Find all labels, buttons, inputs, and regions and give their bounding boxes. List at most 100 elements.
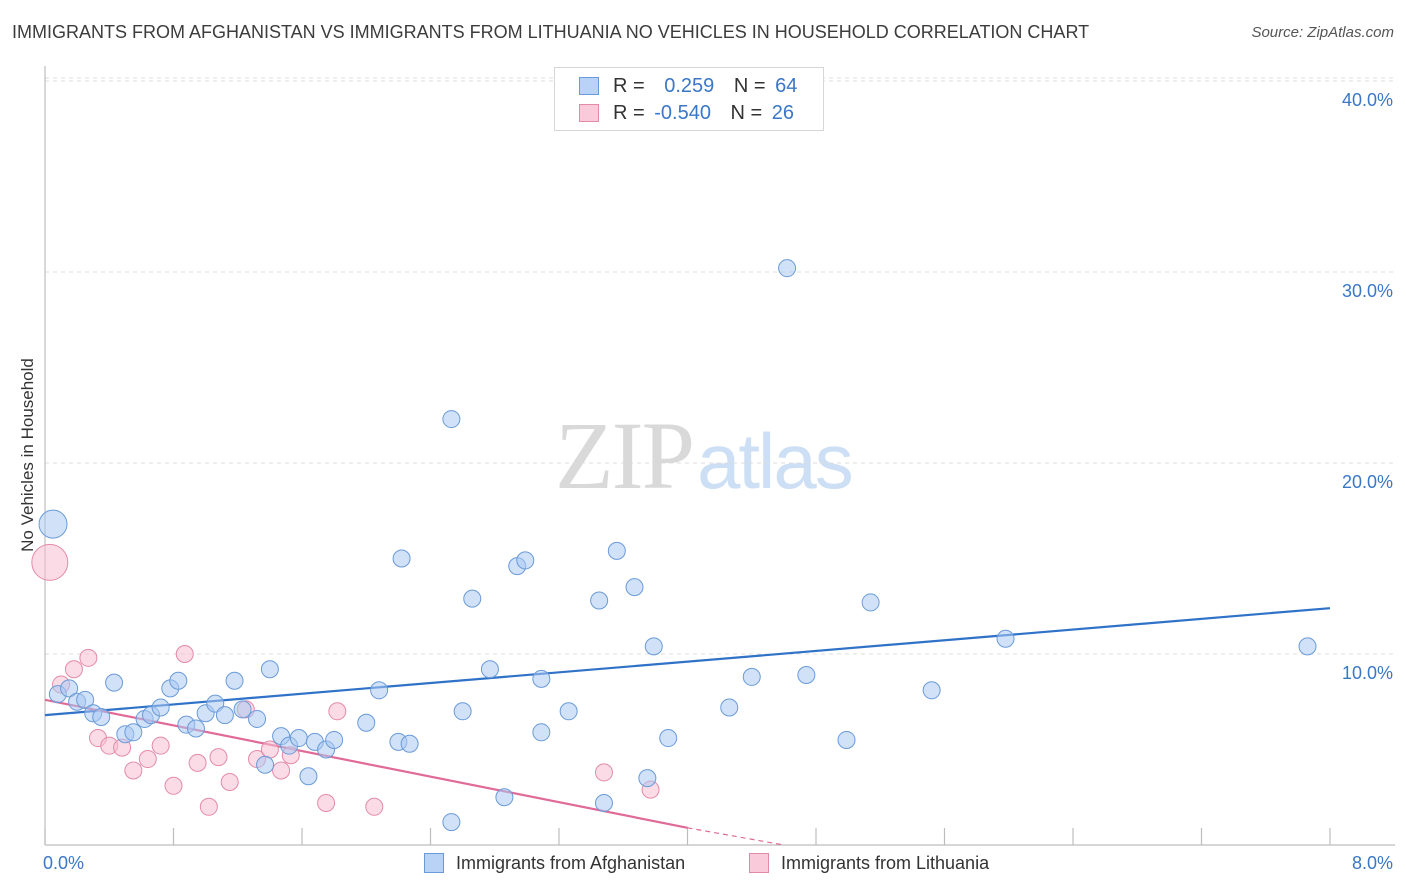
afghanistan-point [256, 755, 275, 774]
afghanistan-point [638, 769, 657, 788]
afghanistan-trend-line [44, 607, 1331, 717]
afghanistan-point [151, 698, 170, 717]
afghanistan-point [357, 713, 376, 732]
lithuania-point [64, 660, 83, 679]
lithuania-point [317, 793, 336, 812]
afghanistan-point [463, 589, 482, 608]
lithuania-point [260, 740, 279, 759]
afghanistan-point [590, 591, 609, 610]
n-value: 64 [775, 75, 798, 97]
grid-lines [45, 77, 1395, 655]
r-label: R = [613, 75, 645, 97]
afghanistan-point [922, 681, 941, 700]
lithuania-point [151, 736, 170, 755]
r-label: R = [613, 102, 645, 124]
afghanistan-point [996, 629, 1015, 648]
legend-label: Immigrants from Afghanistan [456, 853, 686, 873]
lithuania-point [272, 761, 291, 780]
n-label: N = [733, 75, 766, 97]
lithuania-point [138, 750, 157, 769]
afghanistan-point [594, 793, 613, 812]
lithuania-point [31, 543, 69, 581]
afghanistan-point [400, 734, 419, 753]
trend-lines [44, 607, 1331, 846]
afghanistan-point [837, 730, 856, 749]
x-tick-label: 0.0% [43, 853, 84, 873]
afghanistan-point [453, 702, 472, 721]
watermark: ZIPatlas [555, 400, 854, 511]
watermark-atlas: atlas [697, 417, 854, 505]
afghanistan-point [233, 700, 252, 719]
afghanistan-point [169, 671, 188, 690]
lithuania-point [209, 748, 228, 767]
afghanistan-point [105, 673, 124, 692]
r-value: -0.540 [654, 102, 711, 124]
afghanistan-point [607, 541, 626, 560]
legend-label: Immigrants from Lithuania [781, 853, 990, 873]
lithuania-point [124, 761, 143, 780]
afghanistan-point [644, 637, 663, 656]
data-points [31, 259, 1317, 832]
afghanistan-point [76, 690, 95, 709]
afghanistan-point [215, 706, 234, 725]
afghanistan-legend-swatch [424, 853, 444, 873]
chart-title: IMMIGRANTS FROM AFGHANISTAN VS IMMIGRANT… [12, 22, 1090, 42]
lithuania-point [188, 753, 207, 772]
n-value: 26 [771, 102, 795, 124]
afghanistan-point [60, 679, 79, 698]
afghanistan-point [248, 709, 267, 728]
afghanistan-point [299, 767, 318, 786]
n-label: N = [730, 102, 763, 124]
afghanistan-point [532, 669, 551, 688]
afghanistan-point [325, 730, 344, 749]
watermark-zip: ZIP [555, 402, 695, 509]
lithuania-point [328, 702, 347, 721]
afghanistan-point [1298, 637, 1317, 656]
r-value: 0.259 [664, 75, 715, 97]
afghanistan-point [516, 551, 535, 570]
tick-labels: 10.0% 20.0% 30.0% 40.0% 0.0% 8.0% [43, 90, 1393, 873]
lithuania-point [175, 645, 194, 663]
lithuania-point [199, 797, 218, 816]
afghanistan-point [778, 259, 797, 278]
afghanistan-point [559, 702, 578, 721]
afghanistan-point [392, 549, 411, 568]
lithuania-point [594, 763, 613, 782]
axes [44, 66, 1395, 846]
lithuania-point [164, 776, 183, 795]
afghanistan-point [720, 698, 739, 717]
afghanistan-point [260, 660, 279, 679]
lithuania-point [79, 648, 98, 667]
afghanistan-point [370, 681, 389, 700]
afghanistan-point [442, 813, 461, 832]
y-tick-label: 20.0% [1342, 472, 1393, 492]
afghanistan-point [124, 723, 143, 742]
afghanistan-point [289, 729, 308, 748]
lithuania-swatch [579, 104, 599, 122]
afghanistan-point [495, 788, 514, 807]
afghanistan-point [442, 410, 461, 429]
afghanistan-swatch [579, 77, 599, 95]
afghanistan-point [532, 723, 551, 742]
afghanistan-point [861, 593, 880, 612]
afghanistan-point [797, 666, 816, 685]
afghanistan-point [659, 729, 678, 748]
afghanistan-point [206, 694, 225, 713]
afghanistan-point [92, 708, 111, 727]
lithuania-point [365, 797, 384, 816]
lithuania-legend-swatch [749, 853, 769, 873]
afghanistan-point [480, 660, 499, 679]
x-tick-label: 8.0% [1352, 853, 1393, 873]
source-label: Source: ZipAtlas.com [1251, 24, 1394, 41]
afghanistan-point [38, 509, 68, 539]
stats-legend: R = 0.259 N = 64 R = -0.540 N = 26 [554, 67, 824, 131]
afghanistan-point [225, 671, 244, 690]
afghanistan-point [186, 719, 205, 738]
lithuania-trend-extension [687, 827, 784, 846]
afghanistan-point [742, 667, 761, 686]
afghanistan-point [625, 578, 644, 597]
y-tick-label: 10.0% [1342, 663, 1393, 683]
y-tick-label: 30.0% [1342, 281, 1393, 301]
y-tick-label: 40.0% [1342, 90, 1393, 110]
